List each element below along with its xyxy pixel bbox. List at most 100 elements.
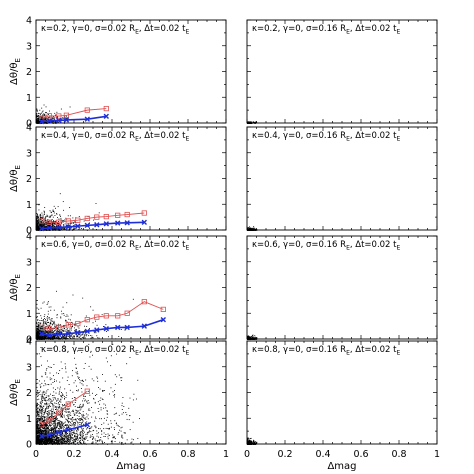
scatter-point	[57, 328, 59, 330]
scatter-point	[42, 336, 44, 338]
scatter-point	[49, 416, 51, 418]
scatter-point	[48, 306, 50, 308]
scatter-point	[91, 416, 93, 418]
scatter-point	[56, 441, 57, 443]
scatter-point	[38, 223, 39, 225]
scatter-point	[251, 228, 253, 229]
scatter-point	[36, 222, 38, 224]
scatter-point	[68, 323, 69, 325]
scatter-point	[60, 316, 62, 318]
scatter-point	[36, 393, 38, 395]
scatter-point	[69, 414, 71, 416]
scatter-point	[63, 225, 65, 227]
scatter-point	[40, 226, 42, 228]
scatter-point	[77, 326, 79, 328]
scatter-point	[101, 418, 102, 420]
scatter-point	[60, 426, 62, 428]
scatter-point	[49, 116, 51, 118]
scatter-point	[43, 114, 45, 116]
scatter-point	[40, 327, 42, 328]
scatter-point	[66, 321, 68, 323]
scatter-point	[255, 121, 257, 123]
blue-cross-marker	[160, 316, 166, 323]
scatter-point	[36, 424, 38, 426]
scatter-point	[103, 390, 105, 391]
scatter-point	[44, 332, 46, 334]
scatter-point	[58, 336, 60, 337]
scatter-point	[40, 320, 42, 322]
scatter-point	[44, 436, 46, 438]
scatter-point	[73, 357, 75, 359]
scatter-point	[50, 428, 52, 430]
scatter-point	[47, 321, 49, 323]
scatter-point	[50, 402, 52, 404]
y-tick-label: 3	[26, 148, 32, 159]
scatter-point	[65, 315, 67, 317]
scatter-point	[46, 436, 48, 438]
scatter-point	[41, 223, 43, 225]
scatter-point	[45, 319, 46, 321]
y-tick-label: 4	[26, 232, 32, 243]
scatter-point	[52, 223, 54, 225]
scatter-point	[48, 338, 50, 339]
scatter-point	[36, 221, 38, 223]
scatter-point	[74, 424, 75, 426]
scatter-point	[36, 117, 37, 119]
scatter-point	[37, 333, 39, 335]
scatter-point	[53, 437, 55, 439]
scatter-point	[66, 329, 68, 331]
scatter-point	[84, 337, 86, 339]
scatter-point	[51, 337, 53, 339]
scatter-point	[67, 417, 69, 419]
blue-cross-marker	[65, 331, 71, 337]
scatter-point	[62, 377, 64, 379]
red-square-marker	[103, 105, 109, 112]
scatter-point	[121, 435, 123, 437]
scatter-point	[101, 314, 103, 316]
scatter-point	[58, 229, 60, 230]
scatter-point	[37, 395, 39, 397]
scatter-point	[65, 320, 66, 322]
scatter-point	[39, 219, 41, 221]
scatter-point	[54, 220, 56, 222]
scatter-point	[55, 430, 57, 432]
scatter-point	[74, 221, 76, 223]
scatter-point	[67, 215, 69, 217]
scatter-point	[47, 220, 49, 222]
scatter-point	[50, 309, 52, 311]
scatter-point	[47, 223, 49, 225]
scatter-point	[70, 314, 72, 316]
scatter-point	[54, 326, 56, 328]
scatter-point	[36, 120, 38, 122]
scatter-point	[48, 229, 50, 230]
scatter-point	[58, 405, 60, 407]
scatter-point	[81, 334, 83, 336]
scatter-point	[118, 426, 120, 428]
scatter-point	[247, 335, 249, 337]
scatter-point	[45, 411, 47, 413]
scatter-point	[81, 337, 83, 338]
scatter-point	[102, 373, 103, 375]
scatter-point	[36, 331, 38, 333]
scatter-point	[95, 203, 97, 204]
scatter-point	[251, 335, 253, 336]
scatter-point	[248, 336, 250, 338]
scatter-point	[63, 326, 65, 328]
scatter-point	[49, 317, 50, 319]
scatter-point	[68, 439, 70, 441]
scatter-point	[53, 322, 55, 324]
scatter-point	[36, 121, 37, 122]
scatter-point	[44, 227, 46, 228]
scatter-point	[253, 122, 255, 123]
scatter-point	[40, 415, 42, 417]
scatter-point	[37, 220, 38, 222]
scatter-point	[86, 432, 88, 434]
y-tick-label: 1	[26, 200, 32, 211]
scatter-point	[74, 439, 76, 441]
scatter-point	[123, 432, 125, 434]
scatter-point	[103, 422, 105, 424]
scatter-point	[36, 218, 38, 220]
scatter-point	[44, 426, 46, 428]
scatter-point	[36, 219, 38, 221]
scatter-point	[50, 215, 52, 217]
